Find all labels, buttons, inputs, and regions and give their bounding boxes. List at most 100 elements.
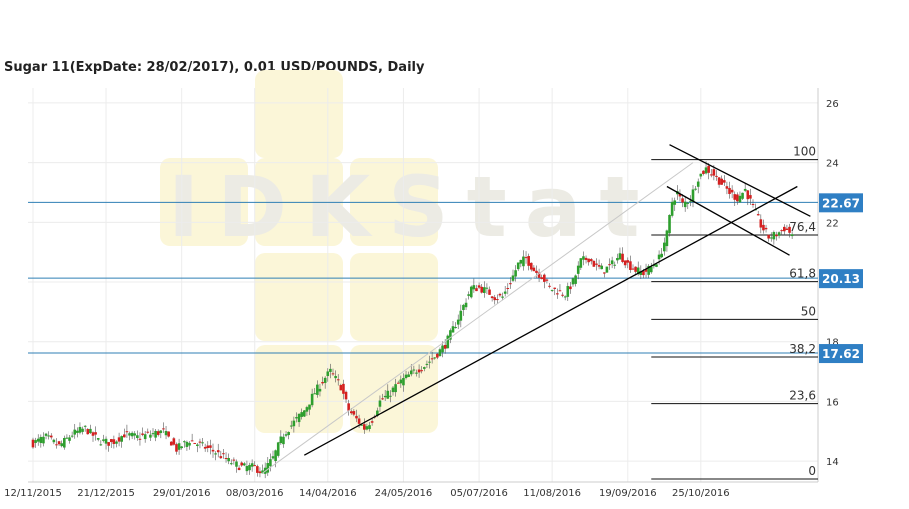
candle-body: [686, 202, 690, 204]
candle-body: [52, 439, 56, 443]
candle-body: [261, 470, 264, 474]
candle-body: [39, 436, 43, 443]
x-tick-label: 12/11/2015: [4, 488, 62, 499]
candle-body: [99, 444, 103, 446]
candle-body: [164, 431, 168, 436]
candle-body: [216, 450, 220, 453]
trendline-rising-channel-top: [262, 162, 694, 474]
candle-body: [253, 465, 257, 467]
candle-body: [282, 436, 285, 445]
candle-body: [488, 289, 491, 295]
candle-body: [553, 287, 557, 289]
candle-body: [613, 264, 617, 266]
candle-body: [467, 294, 470, 296]
candle-body: [55, 444, 58, 446]
candle-body: [428, 361, 431, 363]
candle-body: [222, 453, 225, 455]
candle-body: [456, 319, 460, 325]
candle-body: [396, 382, 400, 384]
candle-body: [425, 363, 429, 365]
candle-body: [764, 227, 768, 230]
candle-body: [76, 430, 79, 433]
candle-body: [592, 260, 596, 267]
fib-level-label: 38,2: [789, 342, 816, 356]
candle-body: [639, 271, 643, 275]
candle-body: [404, 374, 408, 379]
candle-body: [284, 434, 288, 436]
candle-body: [728, 187, 731, 194]
candle-body: [462, 304, 465, 311]
candle-body: [274, 450, 277, 462]
candle-body: [318, 388, 322, 392]
y-tick-label: 22: [826, 218, 839, 229]
candle-body: [227, 457, 230, 462]
candle-body: [206, 445, 210, 449]
level-badge: [819, 193, 863, 213]
candle-body: [141, 433, 144, 435]
level-badge-label: 17.62: [822, 347, 860, 361]
candle-body: [587, 258, 590, 263]
candle-body: [451, 326, 455, 333]
candle-body: [342, 383, 345, 394]
candle-body: [715, 175, 718, 177]
candle-body: [772, 232, 776, 240]
candle-body: [603, 272, 606, 274]
candle-body: [232, 459, 236, 461]
candle-body: [673, 200, 677, 205]
candle-body: [563, 296, 567, 298]
candle-body: [490, 296, 494, 299]
candle-body: [130, 432, 134, 437]
candle-body: [527, 256, 530, 266]
watermark: IDKStat: [160, 70, 640, 433]
candle-body: [707, 165, 710, 173]
level-badge-label: 20.13: [822, 272, 860, 286]
trendline-falling-channel-top: [669, 144, 811, 217]
x-tick-label: 24/05/2016: [375, 488, 433, 499]
candle-body: [143, 434, 147, 440]
candle-body: [746, 190, 750, 200]
candle-body: [326, 371, 330, 377]
candle-body: [631, 268, 635, 270]
candle-body: [636, 267, 640, 275]
x-tick-label: 29/01/2016: [153, 488, 211, 499]
candle-body: [258, 471, 262, 474]
candle-body: [49, 435, 53, 438]
candle-body: [336, 379, 340, 381]
candle-body: [652, 264, 656, 267]
candle-body: [723, 180, 726, 183]
candle-body: [783, 226, 786, 232]
candle-body: [616, 258, 619, 261]
candle-body: [347, 403, 350, 411]
candle-body: [68, 437, 71, 441]
candle-body: [370, 421, 374, 423]
candle-body: [519, 259, 523, 264]
candle-body: [86, 429, 90, 435]
candle-body: [349, 411, 353, 414]
chart-grid: [28, 88, 819, 483]
trendline-rising-support: [303, 185, 798, 456]
candle-body: [376, 410, 379, 416]
candle-body: [678, 193, 682, 197]
candle-body: [402, 378, 405, 386]
candle-body: [378, 400, 382, 407]
candle-body: [436, 353, 439, 358]
candle-body: [123, 434, 126, 438]
candle-body: [352, 411, 356, 415]
candle-body: [102, 439, 105, 441]
candle-body: [696, 181, 700, 187]
candle-body: [175, 444, 178, 452]
candle-body: [498, 293, 502, 296]
candle-body: [120, 436, 123, 442]
candle-body: [117, 437, 121, 442]
candle-body: [297, 413, 301, 423]
y-tick-label: 26: [826, 99, 839, 110]
candle-body: [595, 263, 598, 265]
candle-body: [34, 440, 37, 443]
candle-body: [472, 285, 476, 290]
candle-body: [759, 219, 763, 228]
candle-body: [749, 195, 752, 199]
candle-body: [780, 230, 783, 232]
candle-body: [660, 253, 663, 258]
candle-body: [412, 369, 416, 371]
